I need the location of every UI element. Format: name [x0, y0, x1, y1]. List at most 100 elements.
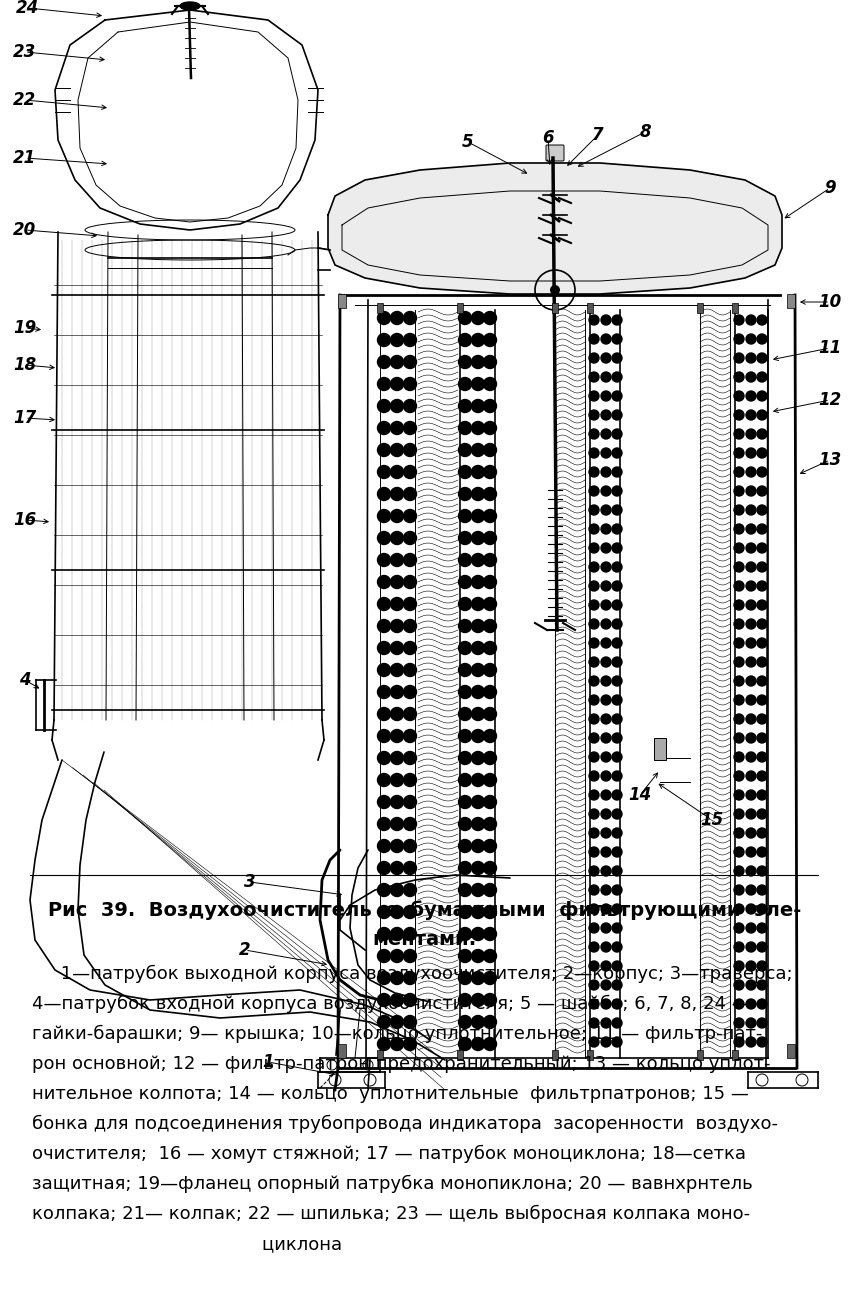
Circle shape: [484, 641, 496, 654]
Circle shape: [472, 509, 484, 522]
Circle shape: [484, 971, 496, 984]
Circle shape: [458, 906, 472, 919]
Circle shape: [612, 905, 622, 914]
Circle shape: [746, 961, 756, 971]
Circle shape: [404, 619, 416, 632]
Circle shape: [472, 466, 484, 479]
Circle shape: [757, 771, 767, 781]
Circle shape: [404, 839, 416, 852]
Circle shape: [734, 391, 744, 401]
Ellipse shape: [180, 3, 200, 10]
Circle shape: [390, 971, 404, 984]
Circle shape: [601, 505, 611, 514]
Circle shape: [390, 356, 404, 369]
Text: 4—патрубок входной корпуса воздухоочистителя; 5 — шайба; 6, 7, 8, 24 —: 4—патрубок входной корпуса воздухоочисти…: [32, 995, 750, 1013]
Circle shape: [404, 312, 416, 325]
Circle shape: [390, 906, 404, 919]
Text: 5: 5: [462, 134, 473, 151]
Circle shape: [404, 906, 416, 919]
Circle shape: [601, 600, 611, 610]
Circle shape: [484, 884, 496, 897]
Circle shape: [612, 695, 622, 706]
Circle shape: [746, 751, 756, 762]
Circle shape: [390, 839, 404, 852]
Circle shape: [589, 675, 599, 686]
Circle shape: [404, 531, 416, 545]
Text: 6: 6: [542, 130, 554, 147]
Circle shape: [589, 657, 599, 668]
Circle shape: [612, 847, 622, 857]
Circle shape: [601, 562, 611, 572]
Circle shape: [472, 421, 484, 435]
Circle shape: [390, 796, 404, 809]
Circle shape: [390, 751, 404, 764]
Circle shape: [589, 942, 599, 952]
Circle shape: [757, 961, 767, 971]
Circle shape: [757, 467, 767, 476]
Circle shape: [458, 707, 472, 720]
Circle shape: [757, 923, 767, 933]
Text: нительное колпота; 14 — кольцо  уплотнительные  фильтрпатронов; 15 —: нительное колпота; 14 — кольцо уплотните…: [32, 1085, 749, 1103]
Circle shape: [746, 980, 756, 990]
Circle shape: [601, 657, 611, 668]
Circle shape: [484, 839, 496, 852]
Circle shape: [746, 999, 756, 1009]
Circle shape: [734, 1018, 744, 1028]
Text: 21: 21: [14, 149, 37, 168]
Circle shape: [601, 334, 611, 344]
Circle shape: [377, 554, 390, 567]
Text: Рис  39.  Воздухоочиститель  с  бумажными  фильтрующими  эле-: Рис 39. Воздухоочиститель с бумажными фи…: [48, 901, 802, 919]
Bar: [377, 302, 383, 313]
Circle shape: [589, 372, 599, 382]
Circle shape: [601, 675, 611, 686]
Circle shape: [458, 861, 472, 874]
Circle shape: [612, 657, 622, 668]
Circle shape: [757, 809, 767, 819]
Circle shape: [601, 980, 611, 990]
Circle shape: [377, 884, 390, 897]
Circle shape: [472, 1038, 484, 1051]
Bar: [377, 1050, 383, 1060]
Circle shape: [377, 399, 390, 412]
Circle shape: [734, 467, 744, 476]
Circle shape: [404, 334, 416, 347]
Circle shape: [612, 733, 622, 744]
Circle shape: [757, 600, 767, 610]
Circle shape: [757, 543, 767, 552]
Circle shape: [589, 923, 599, 933]
Circle shape: [390, 1016, 404, 1029]
Text: 8: 8: [639, 123, 651, 141]
Circle shape: [612, 391, 622, 401]
Circle shape: [612, 885, 622, 895]
Circle shape: [757, 867, 767, 876]
Circle shape: [734, 751, 744, 762]
Circle shape: [404, 554, 416, 567]
Circle shape: [601, 448, 611, 458]
Circle shape: [601, 543, 611, 552]
Circle shape: [404, 818, 416, 830]
Circle shape: [757, 524, 767, 534]
Circle shape: [612, 372, 622, 382]
Circle shape: [734, 847, 744, 857]
Circle shape: [472, 334, 484, 347]
Circle shape: [377, 334, 390, 347]
Circle shape: [612, 829, 622, 838]
Circle shape: [472, 774, 484, 787]
Circle shape: [377, 861, 390, 874]
Circle shape: [601, 942, 611, 952]
Circle shape: [390, 531, 404, 545]
Text: 14: 14: [628, 785, 652, 804]
Circle shape: [589, 999, 599, 1009]
Circle shape: [589, 751, 599, 762]
Bar: [787, 295, 795, 308]
Circle shape: [458, 444, 472, 457]
Circle shape: [377, 466, 390, 479]
Circle shape: [612, 353, 622, 363]
Circle shape: [589, 867, 599, 876]
Circle shape: [472, 554, 484, 567]
Text: очистителя;  16 — хомут стяжной; 17 — патрубок моноциклона; 18—сетка: очистителя; 16 — хомут стяжной; 17 — пат…: [32, 1145, 746, 1164]
Circle shape: [746, 391, 756, 401]
Circle shape: [601, 467, 611, 476]
Circle shape: [458, 1016, 472, 1029]
Circle shape: [404, 707, 416, 720]
